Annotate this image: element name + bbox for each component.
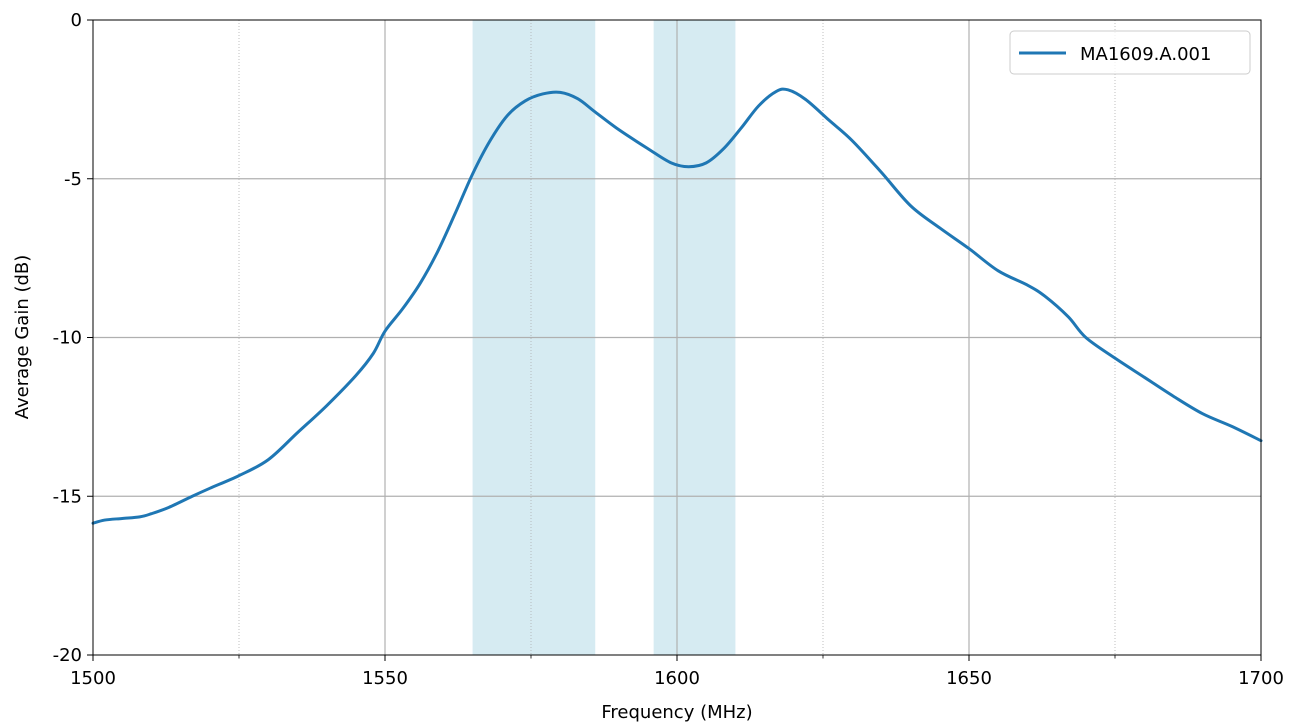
series-line-0 bbox=[91, 87, 1263, 525]
x-tick-label: 1550 bbox=[362, 668, 408, 689]
series-lines bbox=[91, 87, 1263, 525]
x-tick-label: 1650 bbox=[946, 668, 992, 689]
legend-label: MA1609.A.001 bbox=[1080, 44, 1211, 65]
y-tick-label: -15 bbox=[53, 486, 82, 507]
y-tick-label: 0 bbox=[71, 10, 82, 31]
x-tick-label: 1500 bbox=[70, 668, 116, 689]
y-tick-label: -20 bbox=[53, 645, 82, 666]
axis-ticks: 1500 1550 1600 1650 1700 -20 -15 -10 -5 0 bbox=[53, 10, 1284, 689]
y-tick-label: -10 bbox=[53, 328, 82, 349]
grid-lines bbox=[93, 20, 1261, 655]
legend: MA1609.A.001 bbox=[1009, 30, 1251, 75]
x-tick-label: 1700 bbox=[1238, 668, 1284, 689]
legend-box bbox=[1009, 30, 1251, 75]
x-tick-label: 1600 bbox=[654, 668, 700, 689]
x-axis-label: Frequency (MHz) bbox=[601, 702, 752, 723]
y-axis-label: Average Gain (dB) bbox=[12, 255, 33, 420]
y-tick-label: -5 bbox=[64, 169, 82, 190]
